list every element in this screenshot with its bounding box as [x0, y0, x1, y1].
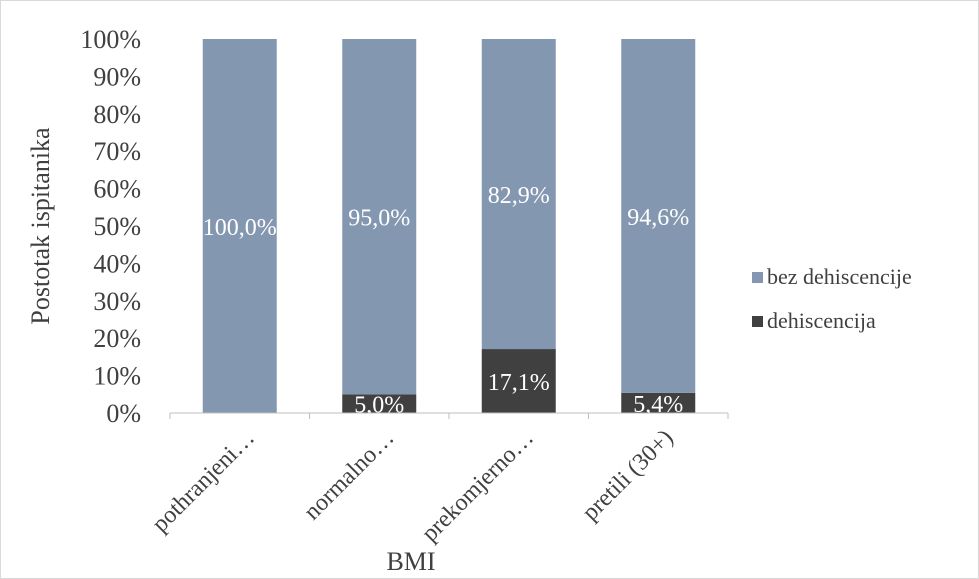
bar-bez-dehiscencije-0	[202, 39, 277, 413]
y-tick-label-9: 90%	[93, 62, 141, 91]
data-label-bez-dehiscencije-2: 82,9%	[488, 183, 550, 209]
bar-dehiscencija-1	[342, 394, 417, 413]
y-tick-label-6: 60%	[93, 175, 141, 204]
data-label-bez-dehiscencije-1: 95,0%	[348, 206, 410, 232]
bar-bez-dehiscencije-3	[621, 39, 696, 393]
x-axis-title: BMI	[386, 547, 435, 576]
bar-bez-dehiscencije-2	[481, 39, 556, 350]
data-label-bez-dehiscencije-3: 94,6%	[627, 205, 689, 231]
y-tick-label-3: 30%	[93, 287, 141, 316]
data-label-dehiscencija-2: 17,1%	[488, 370, 550, 396]
y-tick-label-4: 40%	[93, 249, 141, 278]
y-axis-title: Postotak ispitanika	[26, 127, 55, 325]
y-tick-label-1: 10%	[93, 362, 141, 391]
x-category-label-1: normalno…	[299, 425, 399, 525]
bar-dehiscencija-3	[621, 392, 696, 413]
data-label-bez-dehiscencije-0: 100,0%	[203, 215, 277, 241]
legend-item-dehiscencija: dehiscencija	[752, 299, 912, 343]
bar-bez-dehiscencije-1	[342, 39, 417, 395]
y-tick-label-8: 80%	[93, 100, 141, 129]
legend-swatch-bez-dehiscencije	[752, 271, 763, 283]
data-label-dehiscencija-1: 5,0%	[354, 393, 404, 419]
y-tick-label-2: 20%	[93, 324, 141, 353]
y-tick-label-5: 50%	[93, 212, 141, 241]
y-tick-label-7: 70%	[93, 137, 141, 166]
legend-item-bez-dehiscencije: bez dehiscencije	[752, 255, 912, 299]
data-label-dehiscencija-3: 5,4%	[633, 392, 683, 418]
x-category-label-0: pothranjeni…	[147, 425, 260, 538]
y-tick-label-10: 100%	[80, 25, 141, 54]
x-category-label-3: pretili (30+)	[577, 425, 678, 526]
y-tick-label-0: 0%	[106, 399, 141, 428]
x-category-label-2: prekomjerno…	[417, 425, 539, 547]
bar-dehiscencija-2	[481, 349, 556, 413]
legend: bez dehiscencije dehiscencija	[752, 255, 912, 343]
legend-swatch-dehiscencija	[752, 315, 763, 327]
legend-label-bez-dehiscencije: bez dehiscencije	[767, 264, 912, 289]
legend-label-dehiscencija: dehiscencija	[767, 308, 876, 333]
